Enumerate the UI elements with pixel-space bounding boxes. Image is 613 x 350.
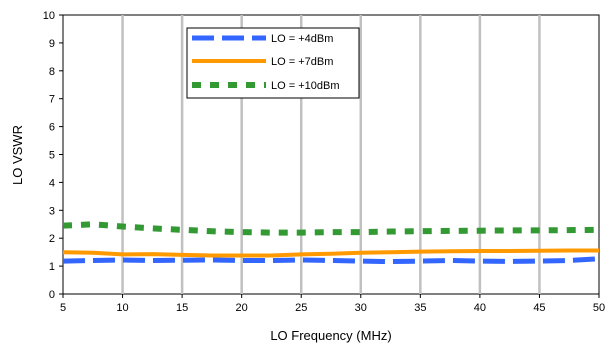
legend: LO = +4dBm LO = +7dBm LO = +10dBm xyxy=(186,27,360,99)
x-tick-label-5: 5 xyxy=(60,302,66,314)
x-tick-label-20: 20 xyxy=(236,302,248,314)
y-axis-title: LO VSWR xyxy=(10,125,25,185)
y-tick-label-5: 5 xyxy=(49,150,55,162)
x-axis: 5 10 15 20 25 30 35 40 45 50 xyxy=(60,294,605,314)
series-group xyxy=(62,221,600,265)
y-axis: 0 1 2 3 4 5 6 7 8 9 10 xyxy=(43,10,63,301)
y-tick-label-9: 9 xyxy=(49,38,55,50)
legend-label-lo-10dbm: LO = +10dBm xyxy=(271,80,340,92)
x-tick-label-50: 50 xyxy=(593,302,605,314)
x-tick-label-15: 15 xyxy=(176,302,188,314)
x-tick-label-10: 10 xyxy=(116,302,128,314)
x-tick-label-40: 40 xyxy=(474,302,486,314)
y-tick-label-3: 3 xyxy=(49,205,55,217)
y-tick-label-10: 10 xyxy=(43,10,55,22)
x-tick-label-45: 45 xyxy=(533,302,545,314)
x-tick-label-25: 25 xyxy=(295,302,307,314)
y-tick-label-4: 4 xyxy=(49,177,55,189)
x-tick-label-35: 35 xyxy=(414,302,426,314)
y-tick-label-7: 7 xyxy=(49,94,55,106)
y-tick-label-2: 2 xyxy=(49,233,55,245)
grid-lines xyxy=(121,15,541,294)
y-tick-label-6: 6 xyxy=(49,122,55,134)
series-line-lo-7dbm xyxy=(62,248,599,258)
y-tick-label-0: 0 xyxy=(49,289,55,301)
x-tick-label-30: 30 xyxy=(355,302,367,314)
legend-label-lo-7dbm: LO = +7dBm xyxy=(271,56,333,68)
y-tick-label-8: 8 xyxy=(49,66,55,78)
x-axis-title: LO Frequency (MHz) xyxy=(270,328,391,343)
legend-label-lo-4dbm: LO = +4dBm xyxy=(271,33,333,45)
y-tick-label-1: 1 xyxy=(49,261,55,273)
